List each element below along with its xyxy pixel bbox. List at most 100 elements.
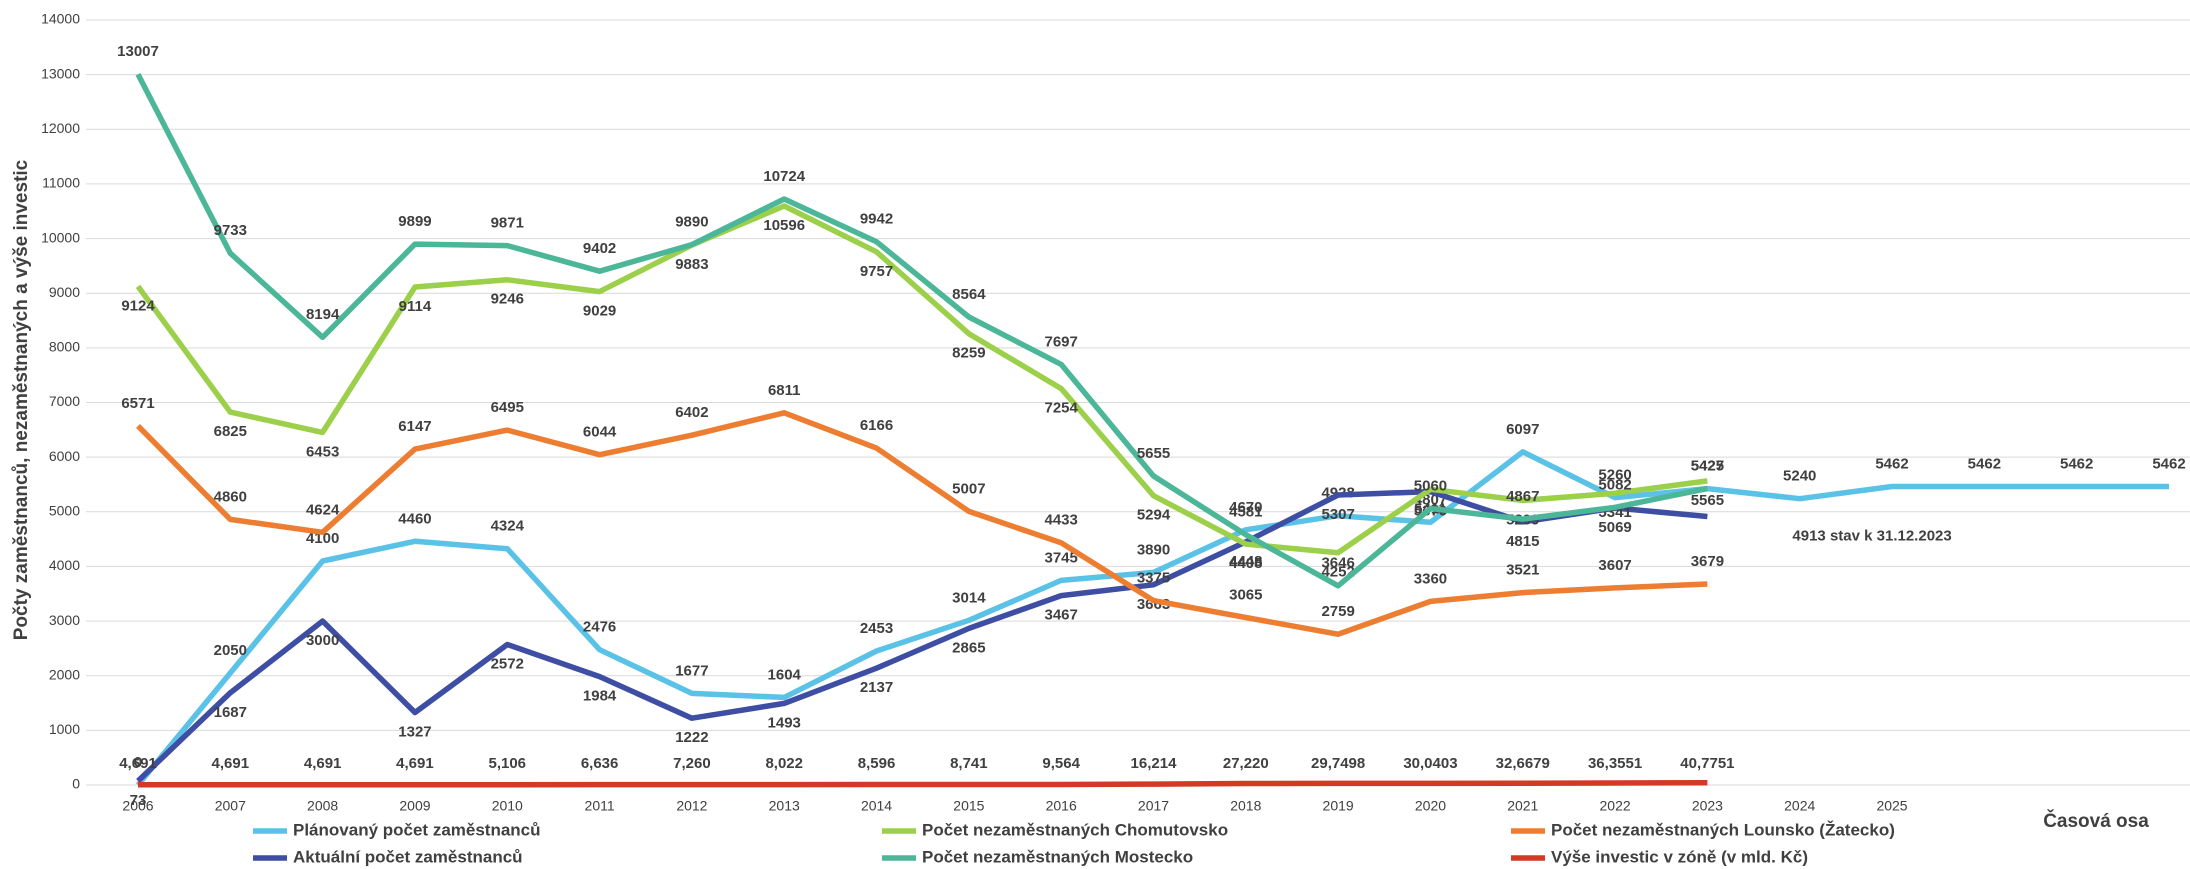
- data-label: 7,260: [673, 755, 711, 772]
- series-line: [135, 73, 1708, 589]
- data-label: 5240: [1783, 468, 1816, 485]
- y-tick-label: 3000: [49, 612, 80, 628]
- data-label: 5462: [2060, 456, 2093, 473]
- data-label: 4581: [1229, 504, 1262, 521]
- x-tick-label: 2007: [215, 798, 246, 814]
- data-label: 2759: [1321, 603, 1354, 620]
- data-label: 9942: [860, 211, 893, 228]
- data-label: 5462: [1875, 456, 1908, 473]
- x-tick-label: 2015: [953, 798, 984, 814]
- data-label: 3014: [952, 589, 986, 606]
- data-label: 4448: [1229, 553, 1262, 570]
- y-tick-label: 11000: [42, 175, 80, 191]
- y-tick-label: 13000: [41, 65, 80, 81]
- data-label: 3890: [1137, 541, 1170, 558]
- data-label: 8,596: [858, 755, 896, 772]
- data-label: 5427: [1691, 457, 1724, 474]
- data-label: 5655: [1137, 445, 1170, 462]
- y-tick-label: 2000: [49, 666, 80, 682]
- data-label: 1687: [214, 704, 247, 721]
- data-label: 4,691: [304, 755, 342, 772]
- data-label: 3065: [1229, 586, 1262, 603]
- data-label: 6044: [583, 424, 617, 441]
- y-tick-label: 4000: [49, 557, 80, 573]
- x-tick-label: 2011: [585, 798, 615, 814]
- data-label: 3646: [1321, 555, 1354, 572]
- x-tick-label: 2014: [861, 798, 892, 814]
- data-label: 32,6679: [1496, 755, 1550, 772]
- data-label: 5060: [1414, 477, 1447, 494]
- y-tick-label: 1000: [49, 721, 80, 737]
- data-label: 4867: [1506, 488, 1539, 505]
- x-tick-label: 2009: [399, 798, 430, 814]
- data-label: 5462: [1968, 456, 2001, 473]
- x-tick-label: 2016: [1046, 798, 1077, 814]
- y-tick-label: 5000: [49, 502, 80, 518]
- data-label: 9871: [491, 215, 524, 232]
- data-label: 30,0403: [1403, 755, 1457, 772]
- data-label: 4460: [398, 510, 431, 527]
- data-label: 9,564: [1042, 755, 1080, 772]
- legend-label: Počet nezaměstnaných Chomutovsko: [922, 820, 1228, 839]
- data-label: 8259: [952, 345, 985, 362]
- data-label: 9890: [675, 214, 708, 231]
- series-line: [138, 780, 1708, 788]
- data-label: 40,7751: [1680, 755, 1734, 772]
- data-label: 4100: [306, 530, 339, 547]
- data-label: 3375: [1137, 570, 1170, 587]
- data-label: 4624: [306, 501, 340, 518]
- data-label: 9124: [121, 297, 155, 314]
- data-label: 9029: [583, 303, 616, 320]
- data-label: 1604: [768, 666, 802, 683]
- data-label: 5294: [1137, 507, 1171, 524]
- data-label: 6453: [306, 443, 339, 460]
- y-tick-label: 8000: [49, 339, 80, 355]
- data-label: 0: [134, 754, 142, 771]
- y-tick-label: 0: [72, 776, 80, 792]
- data-label: 4670: [1229, 499, 1262, 516]
- data-label: 2050: [214, 642, 247, 659]
- data-label: 1677: [675, 662, 708, 679]
- x-tick-label: 2021: [1507, 798, 1538, 814]
- series-line: [136, 488, 1708, 783]
- data-label: 1327: [398, 723, 431, 740]
- data-label: 3521: [1506, 562, 1539, 579]
- data-label: 9114: [399, 298, 432, 315]
- y-tick-label: 10000: [41, 229, 80, 245]
- data-label: 6097: [1506, 421, 1539, 438]
- data-label: 3467: [1044, 607, 1077, 624]
- x-tick-label: 2006: [122, 798, 153, 814]
- data-label: 36,3551: [1588, 755, 1642, 772]
- series-line: [136, 410, 1708, 637]
- x-tick-label: 2010: [492, 798, 523, 814]
- data-label: 9246: [491, 291, 524, 308]
- data-label: 27,220: [1223, 755, 1269, 772]
- data-label: 7697: [1044, 333, 1077, 350]
- data-label: 9733: [214, 222, 247, 239]
- data-label: 6166: [860, 417, 893, 434]
- x-tick-label: 2025: [1876, 798, 1907, 814]
- data-label: 6811: [768, 382, 801, 399]
- series-line: [135, 203, 1708, 556]
- x-tick-label: 2012: [676, 798, 707, 814]
- data-label: 5082: [1598, 476, 1631, 493]
- data-label: 6147: [398, 418, 431, 435]
- data-label: 4433: [1044, 512, 1077, 529]
- y-tick-label: 7000: [49, 393, 80, 409]
- data-label: 4913 stav k 31.12.2023: [1792, 528, 1951, 545]
- y-tick-label: 9000: [49, 284, 80, 300]
- data-label: 10596: [763, 217, 805, 234]
- x-tick-label: 2022: [1600, 798, 1631, 814]
- legend-label: Aktuální počet zaměstnanců: [293, 847, 523, 866]
- data-label: 16,214: [1131, 755, 1178, 772]
- data-label: 5007: [952, 480, 985, 497]
- data-label: 9899: [398, 213, 431, 230]
- data-label: 6,636: [581, 755, 619, 772]
- data-label: 10724: [763, 168, 805, 185]
- data-label: 2453: [860, 620, 893, 637]
- legend-label: Výše investic v zóně (v mld. Kč): [1551, 847, 1808, 866]
- x-tick-label: 2017: [1138, 798, 1169, 814]
- data-label: 9402: [583, 240, 616, 257]
- data-label: 29,7498: [1311, 755, 1365, 772]
